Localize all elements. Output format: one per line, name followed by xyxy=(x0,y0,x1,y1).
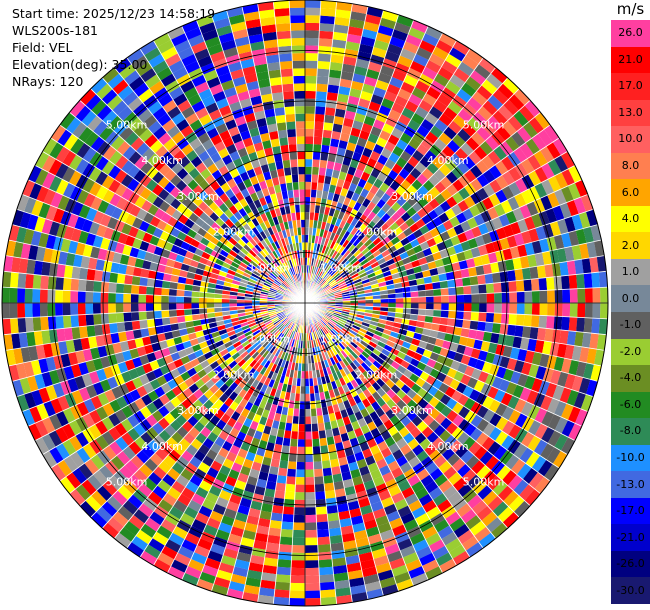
start-time: Start time: 2025/12/23 14:58:19 xyxy=(12,6,216,21)
colorbar-swatch xyxy=(611,312,650,340)
range-label: 4.00km xyxy=(141,440,183,453)
colorbar-label: 0.0 xyxy=(621,291,640,305)
colorbar-swatch xyxy=(611,126,650,154)
colorbar-swatch xyxy=(611,497,650,525)
colorbar-swatch xyxy=(611,471,650,499)
range-label: 1.00km xyxy=(249,333,291,346)
colorbar-label: -30.0 xyxy=(616,583,645,597)
range-label: 4.00km xyxy=(141,154,183,167)
elevation: Elevation(deg): 35.00 xyxy=(12,57,148,72)
colorbar-swatch xyxy=(611,550,650,578)
range-label: 3.00km xyxy=(391,190,433,203)
colorbar-swatch xyxy=(611,365,650,393)
range-label: 5.00km xyxy=(106,119,148,132)
colorbar-swatch xyxy=(611,258,650,286)
colorbar-label: 1.0 xyxy=(621,265,640,279)
field-name: Field: VEL xyxy=(12,40,73,55)
range-label: 5.00km xyxy=(463,119,505,132)
nrays: NRays: 120 xyxy=(12,74,84,89)
range-label: 5.00km xyxy=(463,476,505,489)
range-label: 3.00km xyxy=(177,404,219,417)
colorbar-swatch xyxy=(611,179,650,207)
colorbar-label: 8.0 xyxy=(621,159,640,172)
colorbar-label: -8.0 xyxy=(619,424,642,438)
colorbar-label: 2.0 xyxy=(621,238,640,252)
colorbar-label: 13.0 xyxy=(618,105,643,119)
range-label: 1.00km xyxy=(249,261,291,274)
colorbar-label: -4.0 xyxy=(619,371,642,385)
colorbar-label: -1.0 xyxy=(619,318,642,332)
station-name: WLS200s-181 xyxy=(12,23,98,38)
colorbar-label: -21.0 xyxy=(616,530,645,544)
colorbar-swatch xyxy=(611,391,650,419)
colorbar-label: -26.0 xyxy=(616,557,645,571)
range-label: 1.00km xyxy=(320,333,362,346)
colorbar-label: -13.0 xyxy=(616,477,645,491)
range-label: 3.00km xyxy=(391,404,433,417)
colorbar-swatch xyxy=(611,20,650,48)
colorbar-label: 26.0 xyxy=(618,26,643,40)
colorbar-swatch xyxy=(611,577,650,605)
colorbar-swatch xyxy=(611,285,650,313)
colorbar-label: -6.0 xyxy=(619,397,642,411)
colorbar-unit: m/s xyxy=(616,0,645,18)
range-label: 2.00km xyxy=(213,226,255,239)
colorbar-label: 6.0 xyxy=(621,185,640,199)
colorbar-swatch xyxy=(611,232,650,260)
range-label: 2.00km xyxy=(213,368,255,381)
colorbar-label: -17.0 xyxy=(616,504,645,518)
colorbar-label: -10.0 xyxy=(616,451,645,464)
colorbar-swatch xyxy=(611,418,650,446)
colorbar-swatch xyxy=(611,73,650,101)
scan-info: Start time: 2025/12/23 14:58:19 WLS200s-… xyxy=(12,5,215,90)
colorbar-swatch xyxy=(611,99,650,127)
colorbar-label: -2.0 xyxy=(619,344,642,358)
range-label: 4.00km xyxy=(427,440,469,453)
colorbar: 26.0 21.0 17.0 13.0 10.0 8.0 6.0 4.0 2.0 1.0 0.0 -1… xyxy=(611,20,650,605)
range-label: 4.00km xyxy=(427,154,469,167)
colorbar-swatch xyxy=(611,524,650,552)
range-label: 2.00km xyxy=(356,368,398,381)
range-label: 5.00km xyxy=(106,476,148,489)
colorbar-label: 10.0 xyxy=(618,132,643,146)
colorbar-swatch xyxy=(611,444,650,472)
range-label: 3.00km xyxy=(177,190,219,203)
colorbar-swatch xyxy=(611,152,650,180)
colorbar-label: 4.0 xyxy=(621,212,640,226)
range-label: 2.00km xyxy=(356,226,398,239)
colorbar-swatch xyxy=(611,338,650,366)
range-label: 1.00km xyxy=(320,261,362,274)
colorbar-label: 17.0 xyxy=(618,79,643,93)
colorbar-swatch xyxy=(611,46,650,74)
colorbar-swatch xyxy=(611,205,650,233)
colorbar-label: 21.0 xyxy=(618,52,643,66)
